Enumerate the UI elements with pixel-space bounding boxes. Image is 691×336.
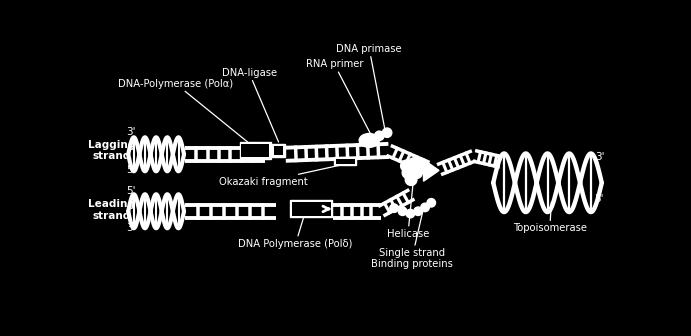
Circle shape [402, 167, 414, 178]
Bar [336, 159, 354, 164]
Text: RNA primer: RNA primer [305, 59, 373, 139]
Circle shape [398, 207, 407, 215]
Circle shape [410, 167, 422, 178]
Text: 3': 3' [126, 127, 135, 137]
Circle shape [415, 160, 427, 172]
Text: Leading
strand: Leading strand [88, 199, 135, 220]
Bar [292, 202, 330, 216]
Circle shape [408, 158, 420, 169]
Text: DNA-Polymerase (Polα): DNA-Polymerase (Polα) [118, 79, 247, 142]
Circle shape [374, 130, 385, 141]
Bar [290, 201, 332, 217]
Text: Topoisomerase: Topoisomerase [513, 202, 587, 233]
Bar [334, 157, 356, 165]
Circle shape [421, 203, 429, 212]
Circle shape [381, 127, 392, 138]
Circle shape [390, 204, 398, 212]
Text: 5': 5' [126, 186, 135, 196]
Circle shape [401, 160, 413, 172]
Text: 5': 5' [595, 194, 604, 204]
Circle shape [427, 199, 435, 207]
Text: DNA-ligase: DNA-ligase [222, 68, 278, 142]
Ellipse shape [359, 133, 379, 148]
Text: Helicase: Helicase [387, 180, 429, 239]
Text: Single strand
Binding proteins: Single strand Binding proteins [371, 208, 453, 269]
Bar [240, 142, 271, 159]
Bar [241, 143, 269, 157]
Text: DNA Polymerase (Polδ): DNA Polymerase (Polδ) [238, 218, 353, 249]
Circle shape [406, 174, 417, 185]
Bar [274, 146, 283, 155]
Bar [272, 144, 285, 157]
Text: Okazaki fragment: Okazaki fragment [218, 165, 341, 187]
Polygon shape [424, 160, 439, 181]
Text: 3': 3' [595, 152, 604, 162]
Text: DNA primase: DNA primase [337, 44, 402, 133]
Text: 3': 3' [126, 223, 135, 233]
Circle shape [414, 207, 422, 215]
Text: Lagging
strand: Lagging strand [88, 140, 135, 161]
Circle shape [406, 209, 415, 218]
Text: 5': 5' [126, 165, 135, 175]
